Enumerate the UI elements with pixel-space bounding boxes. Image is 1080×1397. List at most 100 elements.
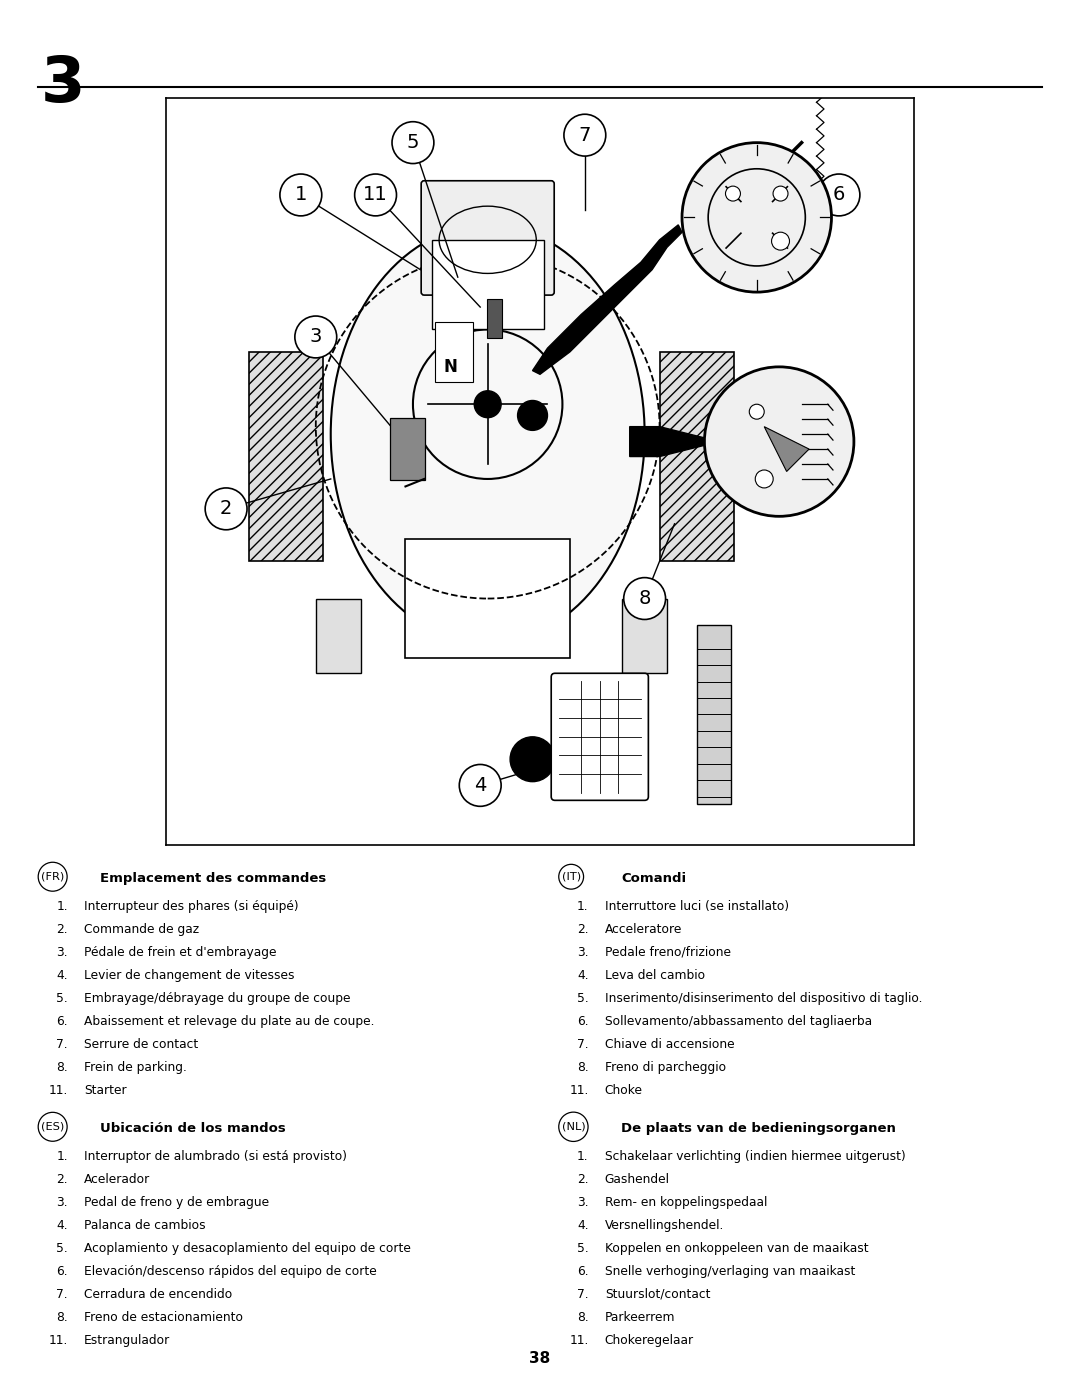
- Text: 7.: 7.: [577, 1038, 589, 1051]
- Text: Freno de estacionamiento: Freno de estacionamiento: [84, 1310, 243, 1324]
- Circle shape: [704, 367, 854, 517]
- Text: (ES): (ES): [41, 1122, 65, 1132]
- Text: Sollevamento/abbassamento del tagliaerba: Sollevamento/abbassamento del tagliaerba: [605, 1014, 872, 1028]
- Circle shape: [517, 401, 548, 430]
- Circle shape: [681, 142, 832, 292]
- Text: 1.: 1.: [577, 1150, 589, 1162]
- Text: 8: 8: [638, 590, 651, 608]
- Text: De plaats van de bedieningsorganen: De plaats van de bedieningsorganen: [621, 1122, 896, 1134]
- Circle shape: [771, 232, 789, 250]
- Text: Pédale de frein et d'embrayage: Pédale de frein et d'embrayage: [84, 946, 276, 958]
- Text: Parkeerrem: Parkeerrem: [605, 1310, 675, 1324]
- Text: 4.: 4.: [56, 968, 68, 982]
- Text: 11.: 11.: [569, 1084, 589, 1097]
- Text: 4: 4: [474, 775, 486, 795]
- Text: Acceleratore: Acceleratore: [605, 922, 683, 936]
- Text: 2.: 2.: [56, 1172, 68, 1186]
- Text: 2.: 2.: [577, 922, 589, 936]
- Text: (IT): (IT): [562, 872, 581, 882]
- Text: 5.: 5.: [577, 992, 589, 1004]
- Text: Palanca de cambios: Palanca de cambios: [84, 1218, 206, 1232]
- Text: 8.: 8.: [56, 1060, 68, 1074]
- Text: 3: 3: [310, 327, 322, 346]
- Text: Versnellingshendel.: Versnellingshendel.: [605, 1218, 725, 1232]
- FancyBboxPatch shape: [435, 321, 473, 381]
- Polygon shape: [765, 426, 809, 472]
- Text: Emplacement des commandes: Emplacement des commandes: [100, 872, 326, 884]
- Text: 1.: 1.: [56, 900, 68, 912]
- Text: 11.: 11.: [49, 1334, 68, 1347]
- Text: Estrangulador: Estrangulador: [84, 1334, 171, 1347]
- Text: 6.: 6.: [577, 1014, 589, 1028]
- Text: Commande de gaz: Commande de gaz: [84, 922, 200, 936]
- FancyBboxPatch shape: [432, 240, 543, 330]
- Circle shape: [818, 175, 860, 217]
- Text: Ubicación de los mandos: Ubicación de los mandos: [100, 1122, 286, 1134]
- Text: 3.: 3.: [56, 946, 68, 958]
- Text: Acoplamiento y desacoplamiento del equipo de corte: Acoplamiento y desacoplamiento del equip…: [84, 1242, 411, 1255]
- Text: 3.: 3.: [56, 1196, 68, 1208]
- Text: Embrayage/débrayage du groupe de coupe: Embrayage/débrayage du groupe de coupe: [84, 992, 351, 1004]
- Text: 11: 11: [363, 186, 388, 204]
- Text: Pedale freno/frizione: Pedale freno/frizione: [605, 946, 731, 958]
- Text: 8.: 8.: [56, 1310, 68, 1324]
- Text: 5.: 5.: [56, 1242, 68, 1255]
- Circle shape: [750, 404, 765, 419]
- Text: 6.: 6.: [577, 1264, 589, 1278]
- Text: Freno di parcheggio: Freno di parcheggio: [605, 1060, 726, 1074]
- Text: 1: 1: [295, 186, 307, 204]
- Text: 5.: 5.: [577, 1242, 589, 1255]
- Text: 6.: 6.: [56, 1264, 68, 1278]
- Text: Interruptor de alumbrado (si está provisto): Interruptor de alumbrado (si está provis…: [84, 1150, 348, 1162]
- Text: Choke: Choke: [605, 1084, 643, 1097]
- Text: Serrure de contact: Serrure de contact: [84, 1038, 199, 1051]
- Text: Gashendel: Gashendel: [605, 1172, 670, 1186]
- Text: 4.: 4.: [577, 968, 589, 982]
- Text: Schakelaar verlichting (indien hiermee uitgerust): Schakelaar verlichting (indien hiermee u…: [605, 1150, 905, 1162]
- Text: 7: 7: [579, 126, 591, 145]
- Circle shape: [510, 736, 555, 782]
- Text: 38: 38: [529, 1351, 551, 1366]
- Text: 11.: 11.: [569, 1334, 589, 1347]
- Text: Snelle verhoging/verlaging van maaikast: Snelle verhoging/verlaging van maaikast: [605, 1264, 855, 1278]
- Text: (NL): (NL): [562, 1122, 585, 1132]
- Circle shape: [564, 115, 606, 156]
- FancyBboxPatch shape: [622, 598, 667, 673]
- Text: N: N: [444, 358, 457, 376]
- Text: 7.: 7.: [56, 1038, 68, 1051]
- Text: 7.: 7.: [577, 1288, 589, 1301]
- FancyBboxPatch shape: [660, 352, 734, 562]
- Text: Abaissement et relevage du plate au de coupe.: Abaissement et relevage du plate au de c…: [84, 1014, 375, 1028]
- Text: (FR): (FR): [41, 872, 65, 882]
- Text: 8.: 8.: [577, 1310, 589, 1324]
- Text: 7.: 7.: [56, 1288, 68, 1301]
- Circle shape: [295, 316, 337, 358]
- Text: 2: 2: [220, 499, 232, 518]
- FancyBboxPatch shape: [405, 539, 570, 658]
- FancyBboxPatch shape: [248, 352, 323, 562]
- Ellipse shape: [330, 225, 645, 644]
- Text: Chokeregelaar: Chokeregelaar: [605, 1334, 694, 1347]
- Circle shape: [354, 175, 396, 217]
- Text: Leva del cambio: Leva del cambio: [605, 968, 705, 982]
- Text: 1.: 1.: [56, 1150, 68, 1162]
- Circle shape: [392, 122, 434, 163]
- Text: Cerradura de encendido: Cerradura de encendido: [84, 1288, 232, 1301]
- Text: Inserimento/disinserimento del dispositivo di taglio.: Inserimento/disinserimento del dispositi…: [605, 992, 922, 1004]
- FancyBboxPatch shape: [487, 299, 502, 338]
- Text: 3: 3: [41, 53, 85, 115]
- Circle shape: [205, 488, 247, 529]
- Text: 6: 6: [833, 186, 846, 204]
- FancyBboxPatch shape: [421, 180, 554, 295]
- Circle shape: [280, 175, 322, 217]
- Text: 5.: 5.: [56, 992, 68, 1004]
- Text: Acelerador: Acelerador: [84, 1172, 150, 1186]
- Text: 3.: 3.: [577, 1196, 589, 1208]
- Text: 4.: 4.: [56, 1218, 68, 1232]
- Text: Interruttore luci (se installato): Interruttore luci (se installato): [605, 900, 788, 912]
- Text: 11.: 11.: [49, 1084, 68, 1097]
- Text: Levier de changement de vitesses: Levier de changement de vitesses: [84, 968, 295, 982]
- Polygon shape: [532, 225, 681, 374]
- FancyBboxPatch shape: [551, 673, 648, 800]
- Text: 1.: 1.: [577, 900, 589, 912]
